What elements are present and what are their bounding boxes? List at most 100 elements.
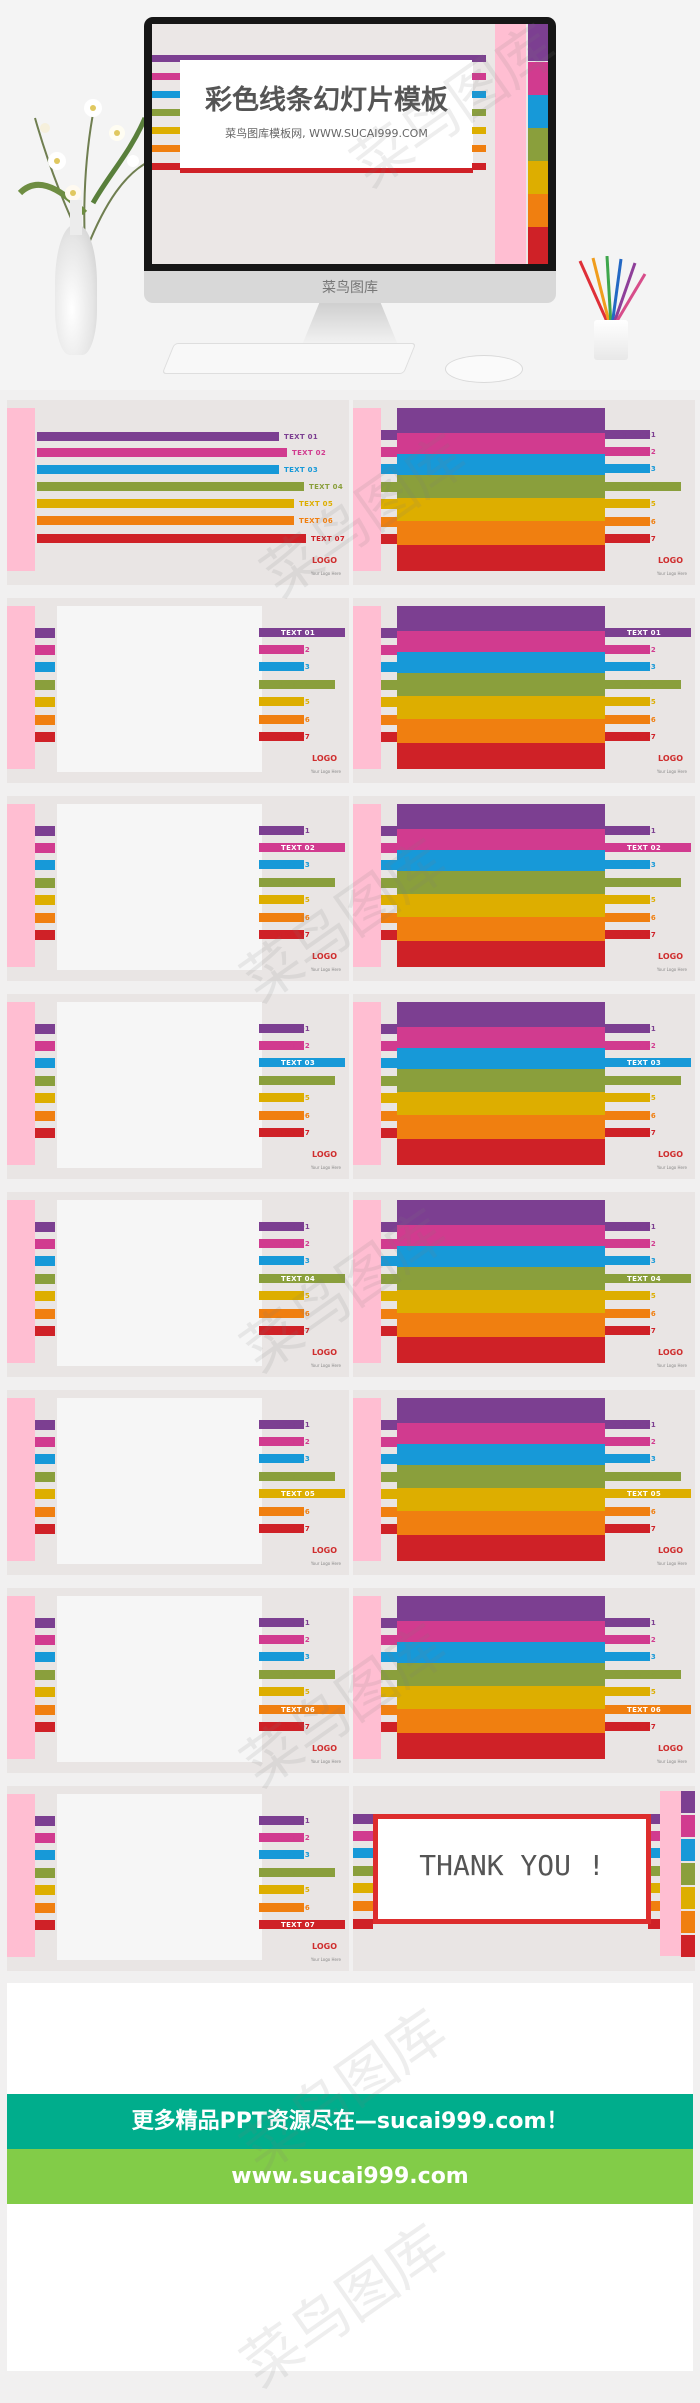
side-bar-4 <box>381 1670 401 1680</box>
side-bar-5 <box>381 697 401 707</box>
side-bar-5 <box>381 499 401 509</box>
color-band-3 <box>397 454 605 475</box>
color-band-5 <box>397 696 605 719</box>
bar <box>472 91 486 98</box>
color-band-3 <box>397 1246 605 1267</box>
label-bar-6 <box>259 1111 304 1120</box>
side-bar-5 <box>381 895 401 905</box>
promo-banner: 更多精品PPT资源尽在—sucai999.com！ <box>7 2094 693 2149</box>
pink-right-panel <box>660 1791 681 1956</box>
color-band-2 <box>397 433 605 454</box>
label-bar-6 <box>259 1309 304 1318</box>
label-bar-1 <box>259 1816 304 1825</box>
label-bar-1 <box>259 1618 304 1627</box>
label-text-3: TEXT 03 <box>276 1257 311 1265</box>
label-text-1: TEXT 01 <box>622 827 657 835</box>
slide-logo-caption: Your Logo Here <box>310 571 341 576</box>
color-band-6 <box>397 1115 605 1139</box>
label-bar-5 <box>605 895 650 904</box>
label-text-2: TEXT 02 <box>276 1042 311 1050</box>
slide-logo-caption: Your Logo Here <box>656 967 687 972</box>
label-bar-3 <box>259 662 304 671</box>
side-bar-7 <box>381 732 401 742</box>
label-text-2: TEXT 02 <box>627 844 662 852</box>
side-bar-4 <box>381 1076 401 1086</box>
slide-logo-caption: Your Logo Here <box>656 1561 687 1566</box>
cover-title: 彩色线条幻灯片模板 <box>205 85 448 116</box>
color-band-6 <box>397 1313 605 1337</box>
keyboard <box>161 343 417 374</box>
side-bar-1 <box>381 628 401 638</box>
slide-logo-caption: Your Logo Here <box>310 1363 341 1368</box>
label-bar-1 <box>259 628 345 637</box>
side-bar-7 <box>35 1920 55 1930</box>
side-bar-2 <box>381 645 401 655</box>
far-right-bar-4 <box>681 1863 695 1885</box>
side-bar-1 <box>35 628 55 638</box>
label-bar-3 <box>605 464 650 473</box>
side-bar-3 <box>35 860 55 870</box>
pink-side-panel <box>353 606 381 769</box>
label-bar-4 <box>259 1472 335 1481</box>
content-placeholder <box>57 804 262 970</box>
slide-logo: LOGO <box>658 952 683 961</box>
color-band-7 <box>397 1733 605 1759</box>
label-bar-7 <box>259 1524 304 1533</box>
label-text-6: TEXT 06 <box>276 914 311 922</box>
color-band-3 <box>397 1444 605 1465</box>
label-text-4: TEXT 04 <box>622 1077 657 1085</box>
label-text-6: TEXT 06 <box>627 1706 662 1714</box>
label-text-2: TEXT 02 <box>622 646 657 654</box>
label-text-3: TEXT 03 <box>622 1653 657 1661</box>
color-band-7 <box>397 743 605 769</box>
bar <box>528 62 548 95</box>
label-text-5: TEXT 05 <box>622 1094 657 1102</box>
side-bar-1 <box>35 1420 55 1430</box>
label-text-1: TEXT 01 <box>276 1619 311 1627</box>
label-text-1: TEXT 01 <box>622 1619 657 1627</box>
slide-logo: LOGO <box>312 1150 337 1159</box>
slide-logo-caption: Your Logo Here <box>310 1759 341 1764</box>
label-text-6: TEXT 06 <box>281 1706 316 1714</box>
label-text-1: TEXT 01 <box>276 1421 311 1429</box>
slide-logo: LOGO <box>658 1348 683 1357</box>
label-bar-7 <box>605 1326 650 1335</box>
label-text-3: TEXT 03 <box>622 465 657 473</box>
label-text-6: TEXT 06 <box>622 1310 657 1318</box>
label-text-5: TEXT 05 <box>627 1490 662 1498</box>
pink-side-panel <box>7 1002 35 1165</box>
label-bar-1 <box>259 1222 304 1231</box>
cover-slide: 彩色线条幻灯片模板 菜鸟图库模板网, WWW.SUCAI999.COM <box>152 24 548 264</box>
label-text-1: TEXT 01 <box>622 1421 657 1429</box>
side-bar-1 <box>381 826 401 836</box>
label-bar-1 <box>605 1024 650 1033</box>
slide-logo: LOGO <box>658 754 683 763</box>
side-bar-4 <box>353 1866 373 1876</box>
side-bar-5 <box>35 1291 55 1301</box>
label-bar-3 <box>605 1256 650 1265</box>
side-bar-3 <box>35 662 55 672</box>
side-bar-6 <box>353 1901 373 1911</box>
side-bar-7 <box>35 1722 55 1732</box>
content-placeholder <box>57 1200 262 1366</box>
color-band-3 <box>397 1642 605 1663</box>
label-text-5: TEXT 05 <box>622 500 657 508</box>
label-text-3: TEXT 03 <box>284 466 319 474</box>
color-band-5 <box>397 1686 605 1709</box>
color-band-5 <box>397 1290 605 1313</box>
side-bar-3 <box>353 1848 373 1858</box>
pencil-cup <box>594 320 628 360</box>
label-text-2: TEXT 02 <box>276 1636 311 1644</box>
label-text-5: TEXT 05 <box>276 1688 311 1696</box>
color-band-1 <box>397 1200 605 1225</box>
label-text-1: TEXT 01 <box>622 1025 657 1033</box>
label-text-3: TEXT 03 <box>276 1653 311 1661</box>
label-bar-4 <box>605 680 681 689</box>
slide-logo: LOGO <box>312 1546 337 1555</box>
side-bar-6 <box>381 1705 401 1715</box>
slide-10: TEXT 01 TEXT 02 TEXT 03 TEXT 04 TEXT 05 TEXT … <box>353 1192 695 1377</box>
label-bar-1 <box>605 628 691 637</box>
label-bar-5 <box>259 1885 304 1894</box>
label-bar-4 <box>605 482 681 491</box>
color-band-6 <box>397 1709 605 1733</box>
